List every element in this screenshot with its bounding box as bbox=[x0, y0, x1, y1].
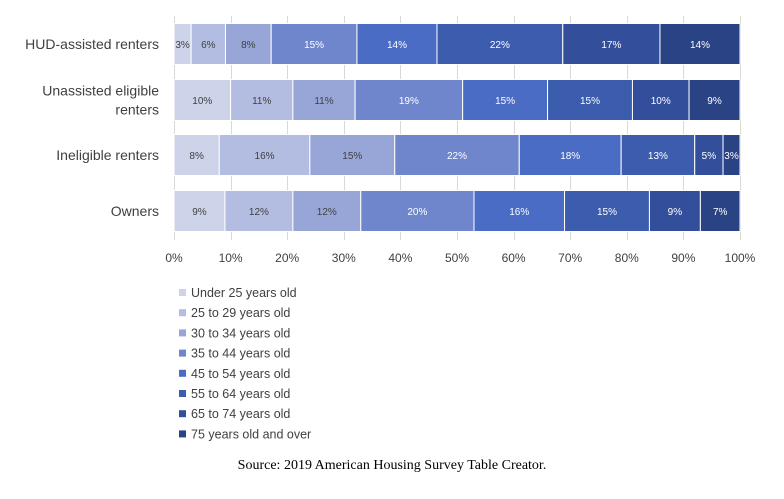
legend-swatch bbox=[179, 430, 186, 438]
legend: Under 25 years old 25 to 29 years old 30 t… bbox=[179, 286, 311, 441]
x-tick-label: 20% bbox=[275, 251, 299, 265]
bar-segment bbox=[190, 23, 226, 65]
bar-segment bbox=[292, 79, 356, 121]
legend-swatch bbox=[179, 329, 186, 337]
bar-segments: 3% 6% 8% 15% 14% 22% 17% 14% 10% 11% 11% 19% 15% 15% 1… bbox=[173, 23, 741, 232]
data-label: 20% bbox=[407, 207, 427, 218]
data-label: 11% bbox=[252, 96, 271, 107]
bar-segment bbox=[173, 134, 220, 176]
data-label: 18% bbox=[560, 151, 580, 162]
bar-segment bbox=[354, 79, 464, 121]
bar-segment bbox=[562, 23, 661, 65]
x-tick-label: 90% bbox=[671, 251, 695, 265]
data-label: 9% bbox=[668, 207, 683, 218]
bar-segment bbox=[631, 79, 690, 121]
legend-swatch bbox=[179, 369, 186, 377]
data-label: 19% bbox=[399, 96, 419, 107]
data-label: 12% bbox=[249, 207, 269, 218]
data-label: 12% bbox=[317, 207, 337, 218]
legend-swatch bbox=[179, 390, 186, 397]
legend-label: Under 25 years old bbox=[191, 286, 297, 300]
x-tick-label: 0% bbox=[165, 251, 183, 265]
bar-segment bbox=[547, 79, 633, 121]
data-label: 16% bbox=[509, 207, 529, 218]
data-label: 8% bbox=[241, 40, 256, 51]
data-label: 6% bbox=[201, 40, 216, 51]
source-note: Source: 2019 American Housing Survey Tab… bbox=[237, 458, 547, 473]
data-label: 15% bbox=[495, 96, 515, 107]
x-tick-label: 100% bbox=[725, 251, 756, 265]
bar-segment bbox=[518, 134, 622, 176]
legend-swatch bbox=[179, 289, 186, 296]
legend-swatch bbox=[179, 410, 186, 418]
x-tick-labels: 0% 10% 20% 30% 40% 50% 60% 70% 80% 90% 100% bbox=[165, 251, 755, 265]
legend-label: 30 to 34 years old bbox=[191, 326, 290, 340]
bar-segment bbox=[270, 23, 358, 65]
bar-segment bbox=[473, 190, 566, 232]
legend-label: 35 to 44 years old bbox=[191, 347, 290, 361]
stacked-bar-chart: 3% 6% 8% 15% 14% 22% 17% 14% 10% 11% 11% 19% 15% 15% 1… bbox=[25, 16, 756, 441]
data-label: 7% bbox=[713, 207, 728, 218]
data-label: 10% bbox=[192, 96, 212, 107]
x-tick-label: 70% bbox=[558, 251, 582, 265]
bar-segment bbox=[230, 79, 294, 121]
legend-swatch bbox=[179, 309, 186, 317]
data-label: 15% bbox=[580, 96, 600, 107]
legend-label: 45 to 54 years old bbox=[191, 367, 290, 381]
bar-segment bbox=[224, 190, 294, 232]
category-label: Ineligible renters bbox=[56, 147, 159, 163]
legend-label: 75 years old and over bbox=[191, 427, 311, 441]
x-tick-label: 10% bbox=[219, 251, 243, 265]
data-label: 14% bbox=[690, 40, 710, 51]
x-tick-label: 50% bbox=[445, 251, 469, 265]
data-label: 11% bbox=[314, 96, 333, 107]
bar-segment bbox=[620, 134, 696, 176]
data-label: 8% bbox=[189, 151, 204, 162]
bar-segment bbox=[309, 134, 396, 176]
data-label: 3% bbox=[724, 151, 739, 162]
data-label: 14% bbox=[387, 40, 407, 51]
legend-label: 25 to 29 years old bbox=[191, 306, 290, 320]
data-label: 22% bbox=[490, 40, 510, 51]
data-label: 22% bbox=[447, 151, 467, 162]
legend-label: 65 to 74 years old bbox=[191, 407, 290, 421]
x-tick-label: 30% bbox=[332, 251, 356, 265]
data-label: 15% bbox=[342, 151, 362, 162]
legend-swatch bbox=[179, 349, 186, 357]
category-label: HUD-assisted renters bbox=[25, 36, 159, 52]
bar-segment bbox=[699, 190, 741, 232]
data-label: 3% bbox=[175, 40, 190, 51]
category-label: renters bbox=[115, 102, 159, 118]
bar-segment bbox=[694, 134, 724, 176]
bar-segment bbox=[722, 134, 741, 176]
x-tick-label: 40% bbox=[388, 251, 412, 265]
category-labels: HUD-assisted renters Unassisted eligible r… bbox=[25, 36, 159, 219]
bar-segment bbox=[292, 190, 362, 232]
bar-segment bbox=[356, 23, 438, 65]
category-label: Unassisted eligible bbox=[42, 83, 159, 99]
category-label: Owners bbox=[111, 203, 159, 219]
data-label: 9% bbox=[192, 207, 207, 218]
bar-segment bbox=[688, 79, 741, 121]
data-label: 16% bbox=[255, 151, 275, 162]
x-tick-label: 80% bbox=[615, 251, 639, 265]
legend-label: 55 to 64 years old bbox=[191, 387, 290, 401]
bar-segment bbox=[659, 23, 741, 65]
data-label: 15% bbox=[597, 207, 617, 218]
bar-segment bbox=[648, 190, 701, 232]
data-label: 5% bbox=[702, 151, 717, 162]
bar-segment bbox=[462, 79, 549, 121]
data-label: 9% bbox=[707, 96, 722, 107]
bar-segment bbox=[218, 134, 311, 176]
data-label: 13% bbox=[648, 151, 668, 162]
data-label: 15% bbox=[304, 40, 324, 51]
data-label: 17% bbox=[601, 40, 621, 51]
bar-segment bbox=[394, 134, 520, 176]
x-tick-label: 60% bbox=[502, 251, 526, 265]
bar-segment bbox=[224, 23, 272, 65]
data-label: 10% bbox=[651, 96, 671, 107]
bar-segment bbox=[173, 190, 226, 232]
